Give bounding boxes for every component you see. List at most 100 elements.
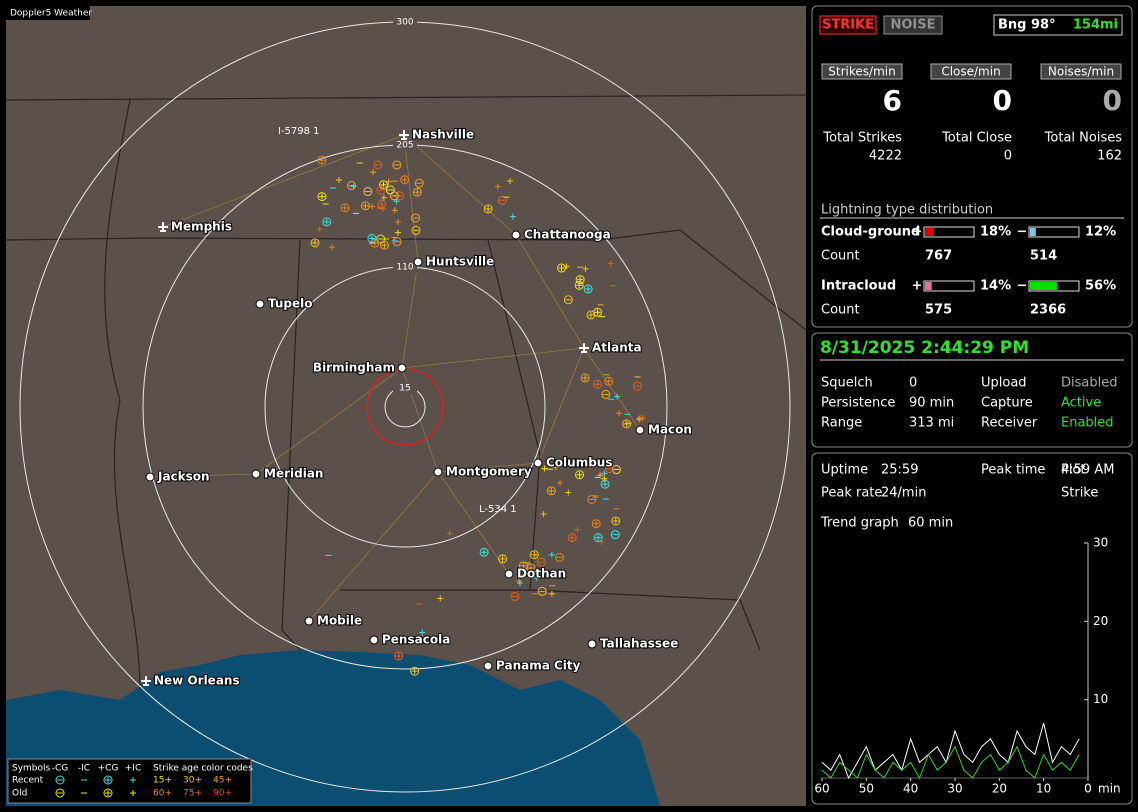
strike-circle bbox=[593, 533, 603, 543]
stat-label: Plot bbox=[1061, 463, 1086, 478]
strike-circle bbox=[529, 550, 539, 560]
strike-circle bbox=[583, 284, 593, 294]
strikes bbox=[310, 155, 646, 676]
city-dot bbox=[504, 569, 514, 579]
airport-icon bbox=[399, 130, 409, 140]
ring-label-bg bbox=[393, 16, 417, 28]
city-name: Memphis bbox=[171, 220, 232, 234]
mode-label: STRIKE bbox=[822, 18, 874, 33]
city-dot bbox=[145, 472, 155, 482]
city-dot bbox=[635, 425, 645, 435]
distribution-title: Lightning type distribution bbox=[821, 203, 993, 218]
strike-circle bbox=[546, 486, 556, 496]
strike-circle bbox=[340, 203, 350, 213]
city-name: Birmingham bbox=[313, 361, 395, 375]
city-name: Pensacola bbox=[382, 633, 450, 647]
legend-symbol bbox=[103, 775, 113, 785]
strike-circle bbox=[591, 519, 601, 529]
mode-button[interactable] bbox=[819, 15, 877, 35]
setting-label: Upload bbox=[981, 376, 1027, 391]
datetime: 8/31/2025 2:44:29 PM bbox=[820, 338, 1029, 358]
stat-label: Uptime bbox=[821, 463, 868, 478]
type-name: Cloud-ground bbox=[821, 225, 920, 240]
type-name: Intracloud bbox=[821, 279, 896, 294]
ring-label: 110 bbox=[396, 263, 413, 273]
count: 2366 bbox=[1030, 303, 1066, 318]
trend-line bbox=[821, 745, 1080, 780]
x-tick-label: 30 bbox=[947, 782, 962, 796]
stat-value: 24/min bbox=[881, 486, 926, 501]
count: 575 bbox=[925, 303, 952, 318]
legend-symbol bbox=[103, 788, 113, 798]
strike-circle bbox=[410, 666, 420, 676]
panels bbox=[811, 5, 1133, 805]
total-label: Total Close bbox=[941, 131, 1012, 146]
title-box bbox=[6, 6, 90, 20]
strike-circle bbox=[611, 465, 621, 475]
city-name: Dothan bbox=[517, 567, 566, 581]
stat-value: 60 min bbox=[908, 516, 953, 531]
strike-circle bbox=[394, 651, 404, 661]
strike-circle bbox=[322, 217, 332, 227]
age-code: 15+ bbox=[153, 776, 172, 786]
rate-header bbox=[1040, 63, 1122, 80]
airport-icon bbox=[141, 676, 151, 686]
total-label: Total Noises bbox=[1044, 131, 1123, 146]
percent: 14% bbox=[980, 279, 1011, 294]
strike-circle bbox=[411, 225, 421, 235]
y-tick-label: 30 bbox=[1093, 536, 1108, 550]
strike-circle bbox=[563, 295, 573, 305]
strike-circle bbox=[377, 199, 387, 209]
rate-value: 0 bbox=[993, 84, 1012, 117]
strike-circle bbox=[410, 213, 420, 223]
city-name: Macon bbox=[648, 423, 692, 437]
setting-value: 90 min bbox=[909, 396, 954, 411]
total-value: 4222 bbox=[869, 149, 902, 164]
strike-circle bbox=[392, 160, 402, 170]
city-name: Tallahassee bbox=[600, 637, 678, 651]
rate-header bbox=[821, 63, 903, 80]
legend-type: +IC bbox=[125, 764, 141, 774]
strike-circle bbox=[483, 204, 493, 214]
count: 514 bbox=[1030, 249, 1057, 264]
strike-circle bbox=[498, 554, 508, 564]
city-name: Atlanta bbox=[592, 341, 642, 355]
rate-label: Strikes/min bbox=[828, 65, 895, 79]
strike-circle bbox=[400, 175, 410, 185]
trend-line bbox=[821, 723, 1080, 780]
strike-circle bbox=[414, 178, 424, 188]
strike-circle bbox=[586, 310, 596, 320]
bar-track bbox=[923, 226, 975, 238]
city-name: Mobile bbox=[317, 614, 362, 628]
status-panel bbox=[811, 5, 1133, 328]
strike-circle bbox=[536, 557, 546, 567]
city-dot bbox=[533, 458, 543, 468]
sign: − bbox=[1017, 279, 1028, 294]
map: Doppler5 Weather bbox=[5, 6, 807, 806]
x-tick-label: 40 bbox=[903, 782, 918, 796]
setting-value: 0 bbox=[909, 376, 917, 391]
distance: 154mi bbox=[1073, 18, 1118, 33]
legend-title: Symbols bbox=[12, 764, 51, 774]
age-code: 30+ bbox=[183, 776, 202, 786]
sign: − bbox=[1017, 225, 1028, 240]
bar bbox=[925, 282, 932, 290]
strike-circle bbox=[622, 419, 632, 429]
legend-symbol bbox=[55, 775, 65, 785]
strike-circle bbox=[360, 201, 370, 211]
bar bbox=[1030, 228, 1036, 236]
city-dot bbox=[511, 230, 521, 240]
strike-circle bbox=[379, 240, 389, 250]
sign: + bbox=[912, 279, 923, 294]
age-code: 45+ bbox=[213, 776, 232, 786]
mode-button[interactable] bbox=[883, 15, 943, 35]
strike-circle bbox=[587, 494, 597, 504]
strike-circle bbox=[567, 533, 577, 543]
rate-header bbox=[930, 63, 1012, 80]
legend-row: Old bbox=[12, 789, 27, 799]
stat-label: Peak time bbox=[981, 463, 1045, 478]
stat-label: Peak rate bbox=[821, 486, 882, 501]
city-dot bbox=[255, 299, 265, 309]
strike-circle bbox=[317, 192, 327, 202]
age-code: 75+ bbox=[183, 789, 202, 799]
